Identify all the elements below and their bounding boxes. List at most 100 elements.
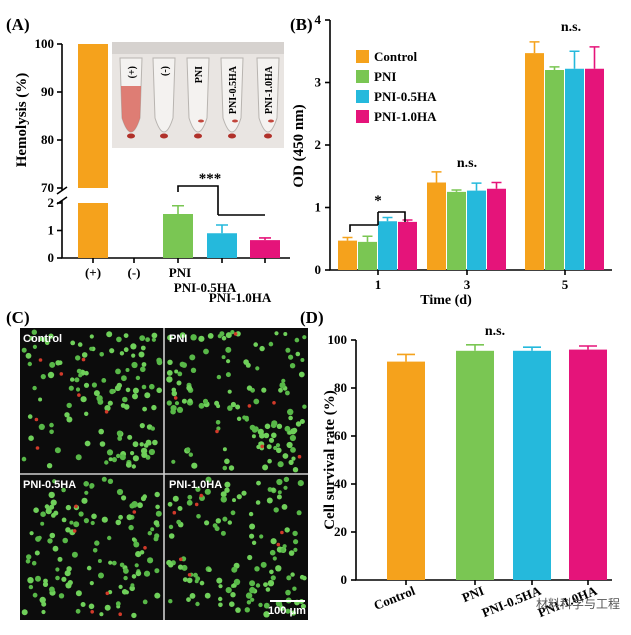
- live-cell: [65, 582, 72, 589]
- a-ytick-label-upper: 80: [41, 132, 54, 147]
- live-cell: [109, 348, 115, 354]
- live-cell: [282, 544, 287, 549]
- live-cell: [96, 395, 103, 402]
- dead-cell: [199, 493, 204, 498]
- live-cell: [285, 608, 291, 614]
- live-cell: [99, 441, 106, 447]
- panel-label-d: (D): [300, 308, 324, 327]
- b-legend-label: Control: [374, 49, 417, 64]
- live-cell: [295, 421, 302, 427]
- live-cell: [118, 514, 123, 520]
- tube-label: (+): [127, 66, 138, 78]
- live-cell: [167, 359, 173, 365]
- live-cell: [55, 575, 60, 581]
- a-ytick-label-upper: 100: [35, 36, 55, 51]
- live-cell: [285, 589, 291, 596]
- b-bar: [525, 53, 544, 270]
- live-cell: [287, 408, 294, 416]
- live-cell: [168, 524, 174, 530]
- live-cell: [295, 351, 301, 357]
- live-cell: [107, 400, 113, 406]
- live-cell: [29, 531, 34, 536]
- live-cell: [176, 519, 182, 525]
- live-cell: [268, 437, 275, 443]
- live-cell: [259, 345, 265, 352]
- live-cell: [48, 333, 54, 339]
- live-cell: [84, 440, 91, 447]
- live-cell: [139, 423, 145, 429]
- dead-cell: [276, 542, 281, 547]
- live-cell: [101, 516, 108, 523]
- live-cell: [42, 581, 49, 588]
- live-cell: [27, 414, 33, 419]
- live-cell: [135, 551, 142, 558]
- live-cell: [195, 576, 201, 582]
- live-cell: [276, 447, 282, 454]
- live-cell: [71, 551, 78, 558]
- live-cell: [171, 459, 176, 464]
- tubes: (+) (-) PNI PNI-0.5HA PNI-1.0HA: [119, 57, 280, 139]
- a-bar: [163, 214, 193, 258]
- live-cell: [176, 380, 182, 386]
- live-cell: [204, 520, 210, 526]
- b-ytick-label: 0: [315, 262, 322, 277]
- watermark: 材料科学与工程: [536, 596, 620, 611]
- live-cell: [37, 535, 42, 540]
- live-cell: [284, 527, 290, 533]
- live-cell: [216, 374, 222, 380]
- live-cell: [273, 445, 278, 451]
- tube-mark: [268, 119, 274, 123]
- live-cell: [256, 480, 261, 486]
- live-cell: [189, 593, 196, 599]
- live-cell: [80, 602, 86, 607]
- b-errorbar: [589, 46, 600, 69]
- live-cell: [281, 504, 288, 510]
- live-cell: [111, 457, 117, 463]
- live-cell: [61, 576, 67, 582]
- b-bracket-left: [349, 224, 378, 232]
- a-axis-break: [56, 186, 68, 205]
- live-cell: [271, 487, 276, 492]
- live-cell: [139, 442, 144, 447]
- live-cell: [302, 404, 307, 409]
- live-cell: [74, 377, 80, 383]
- live-cell: [147, 531, 152, 536]
- live-cell: [141, 362, 147, 367]
- live-cell: [107, 535, 112, 541]
- live-cell: [225, 346, 232, 353]
- live-cell: [167, 334, 173, 341]
- live-cell: [94, 540, 100, 546]
- live-cell: [279, 605, 285, 612]
- live-cell: [115, 601, 121, 607]
- live-cell: [151, 332, 158, 339]
- quadrant-label-pni05: PNI-0.5HA: [23, 479, 76, 491]
- dead-cell: [260, 444, 265, 449]
- dead-cell: [173, 396, 178, 400]
- live-cell: [263, 582, 268, 587]
- live-cell: [270, 575, 276, 581]
- b-legend-swatch: [356, 70, 369, 83]
- live-cell: [115, 519, 122, 526]
- live-cell: [148, 448, 155, 456]
- live-cell: [224, 481, 231, 488]
- live-cell: [231, 566, 238, 573]
- tube-pellet: [264, 133, 272, 139]
- live-cell: [284, 425, 291, 432]
- live-cell: [29, 336, 34, 341]
- b-ytick-label: 2: [315, 137, 322, 152]
- live-cell: [104, 604, 111, 611]
- b-errorbar: [471, 182, 482, 191]
- live-cell: [168, 562, 174, 568]
- live-cell: [28, 584, 34, 590]
- tube: [220, 57, 244, 133]
- live-cell: [66, 416, 73, 423]
- live-cell: [253, 342, 258, 347]
- live-cell: [143, 570, 151, 577]
- live-cell: [132, 441, 139, 448]
- live-cell: [66, 402, 72, 409]
- live-cell: [274, 331, 279, 336]
- live-cell: [226, 359, 231, 364]
- live-cell: [101, 378, 107, 383]
- chart-b-axes: 0 1 2 3 4 1 3 5: [315, 12, 612, 292]
